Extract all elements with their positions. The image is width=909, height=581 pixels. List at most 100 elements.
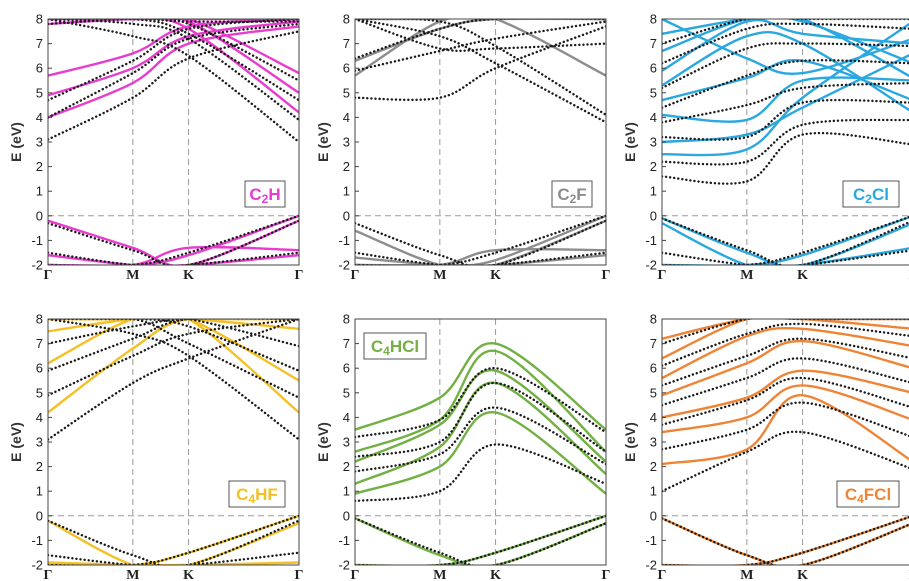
band-solid [355,349,606,453]
k-point-label: K [490,568,501,581]
y-tick-label: 0 [650,508,657,523]
band-dotted [355,366,606,439]
band-solid [355,229,606,265]
band-dotted [355,19,606,117]
k-point-label: Γ [351,568,360,581]
band-solid [662,339,909,397]
band-solid [662,30,909,112]
bands [48,319,299,565]
y-tick-label: 7 [36,36,43,51]
y-tick-label: -2 [338,558,350,573]
band-dotted [662,22,909,65]
y-tick-label: 3 [343,435,350,450]
y-tick-label: 5 [36,385,43,400]
band-solid [662,19,909,78]
material-label-text: C4FCl [845,485,891,506]
band-dotted [662,517,909,565]
band-dotted [48,319,299,348]
band-solid [355,214,606,265]
band-dotted [48,319,299,397]
band-solid [662,59,909,102]
k-point-label: K [797,568,808,581]
band-dotted [662,118,909,166]
bands [662,19,909,265]
k-point-label: M [433,568,446,581]
k-point-label: Γ [295,568,304,581]
y-tick-label: 4 [36,110,43,125]
y-tick-label: 1 [650,184,657,199]
y-tick-label: 0 [343,208,350,223]
band-solid [48,245,299,265]
y-tick-label: 1 [343,184,350,199]
y-tick-label: 4 [650,110,657,125]
k-point-label: Γ [44,268,53,283]
y-tick-label: 8 [343,312,350,327]
y-tick-label: 8 [343,12,350,27]
band-dotted [662,376,909,426]
band-dotted [662,515,909,565]
y-tick-label: 2 [343,459,350,474]
band-dotted [48,219,299,265]
band-solid [662,54,909,144]
band-solid [355,342,606,431]
y-tick-label: 3 [650,435,657,450]
band-dotted [48,319,299,345]
y-tick-label: 8 [650,312,657,327]
material-label-box [551,180,593,208]
y-tick-label: -1 [338,233,350,248]
band-dotted [48,319,299,441]
band-dotted [48,19,299,122]
material-label-box [842,180,900,208]
y-tick-label: 2 [36,159,43,174]
band-solid [48,254,299,265]
band-dotted [662,42,909,90]
bands [662,319,909,565]
y-tick-label: 7 [343,336,350,351]
panel-C2F: -2 -1 0 1 2 3 4 5 6 7 8 E (eV) Γ M K Γ C2F [315,12,611,284]
band-dotted [355,514,606,565]
panel-C4HF: -2 -1 0 1 2 3 4 5 6 7 8 E (eV) Γ M K Γ C4HF [8,312,304,581]
band-dotted [48,319,299,372]
y-tick-label: 5 [343,385,350,400]
panel-C2H: -2 -1 0 1 2 3 4 5 6 7 8 E (eV) Γ M K Γ C2H [8,12,304,284]
y-tick-label: 5 [36,85,43,100]
y-axis-label: E (eV) [622,122,638,162]
y-tick-label: 6 [36,61,43,76]
k-point-label: M [126,268,139,283]
k-point-label: K [183,568,194,581]
material-label: C2F [551,180,593,208]
band-solid [48,319,299,414]
y-tick-label: 7 [36,336,43,351]
band-solid [48,561,299,565]
band-dotted [48,514,299,565]
band-solid [355,19,606,77]
material-label-box [228,480,286,508]
band-solid [662,384,909,434]
y-tick-label: -1 [31,533,43,548]
y-tick-label: 6 [650,61,657,76]
material-label-text: C4HF [236,485,278,506]
band-solid [48,319,299,414]
y-tick-label: 7 [650,36,657,51]
y-tick-label: -2 [338,258,350,273]
bands [48,19,299,265]
band-dotted [662,357,909,407]
k-point-label: Γ [602,568,611,581]
band-dotted [662,217,909,265]
band-solid [48,20,299,97]
band-dotted [48,319,299,399]
y-tick-label: 6 [36,361,43,376]
y-tick-label: 7 [343,36,350,51]
material-label-box [244,180,286,208]
material-label: C4FCl [836,480,900,508]
y-tick-label: 4 [343,410,350,425]
material-label-box [836,480,900,508]
band-solid [662,19,909,64]
band-dotted [662,337,909,387]
material-label: C2Cl [842,180,900,208]
band-dotted [48,251,299,265]
y-tick-label: -2 [31,558,43,573]
band-dotted [48,30,299,141]
band-solid [48,19,299,75]
